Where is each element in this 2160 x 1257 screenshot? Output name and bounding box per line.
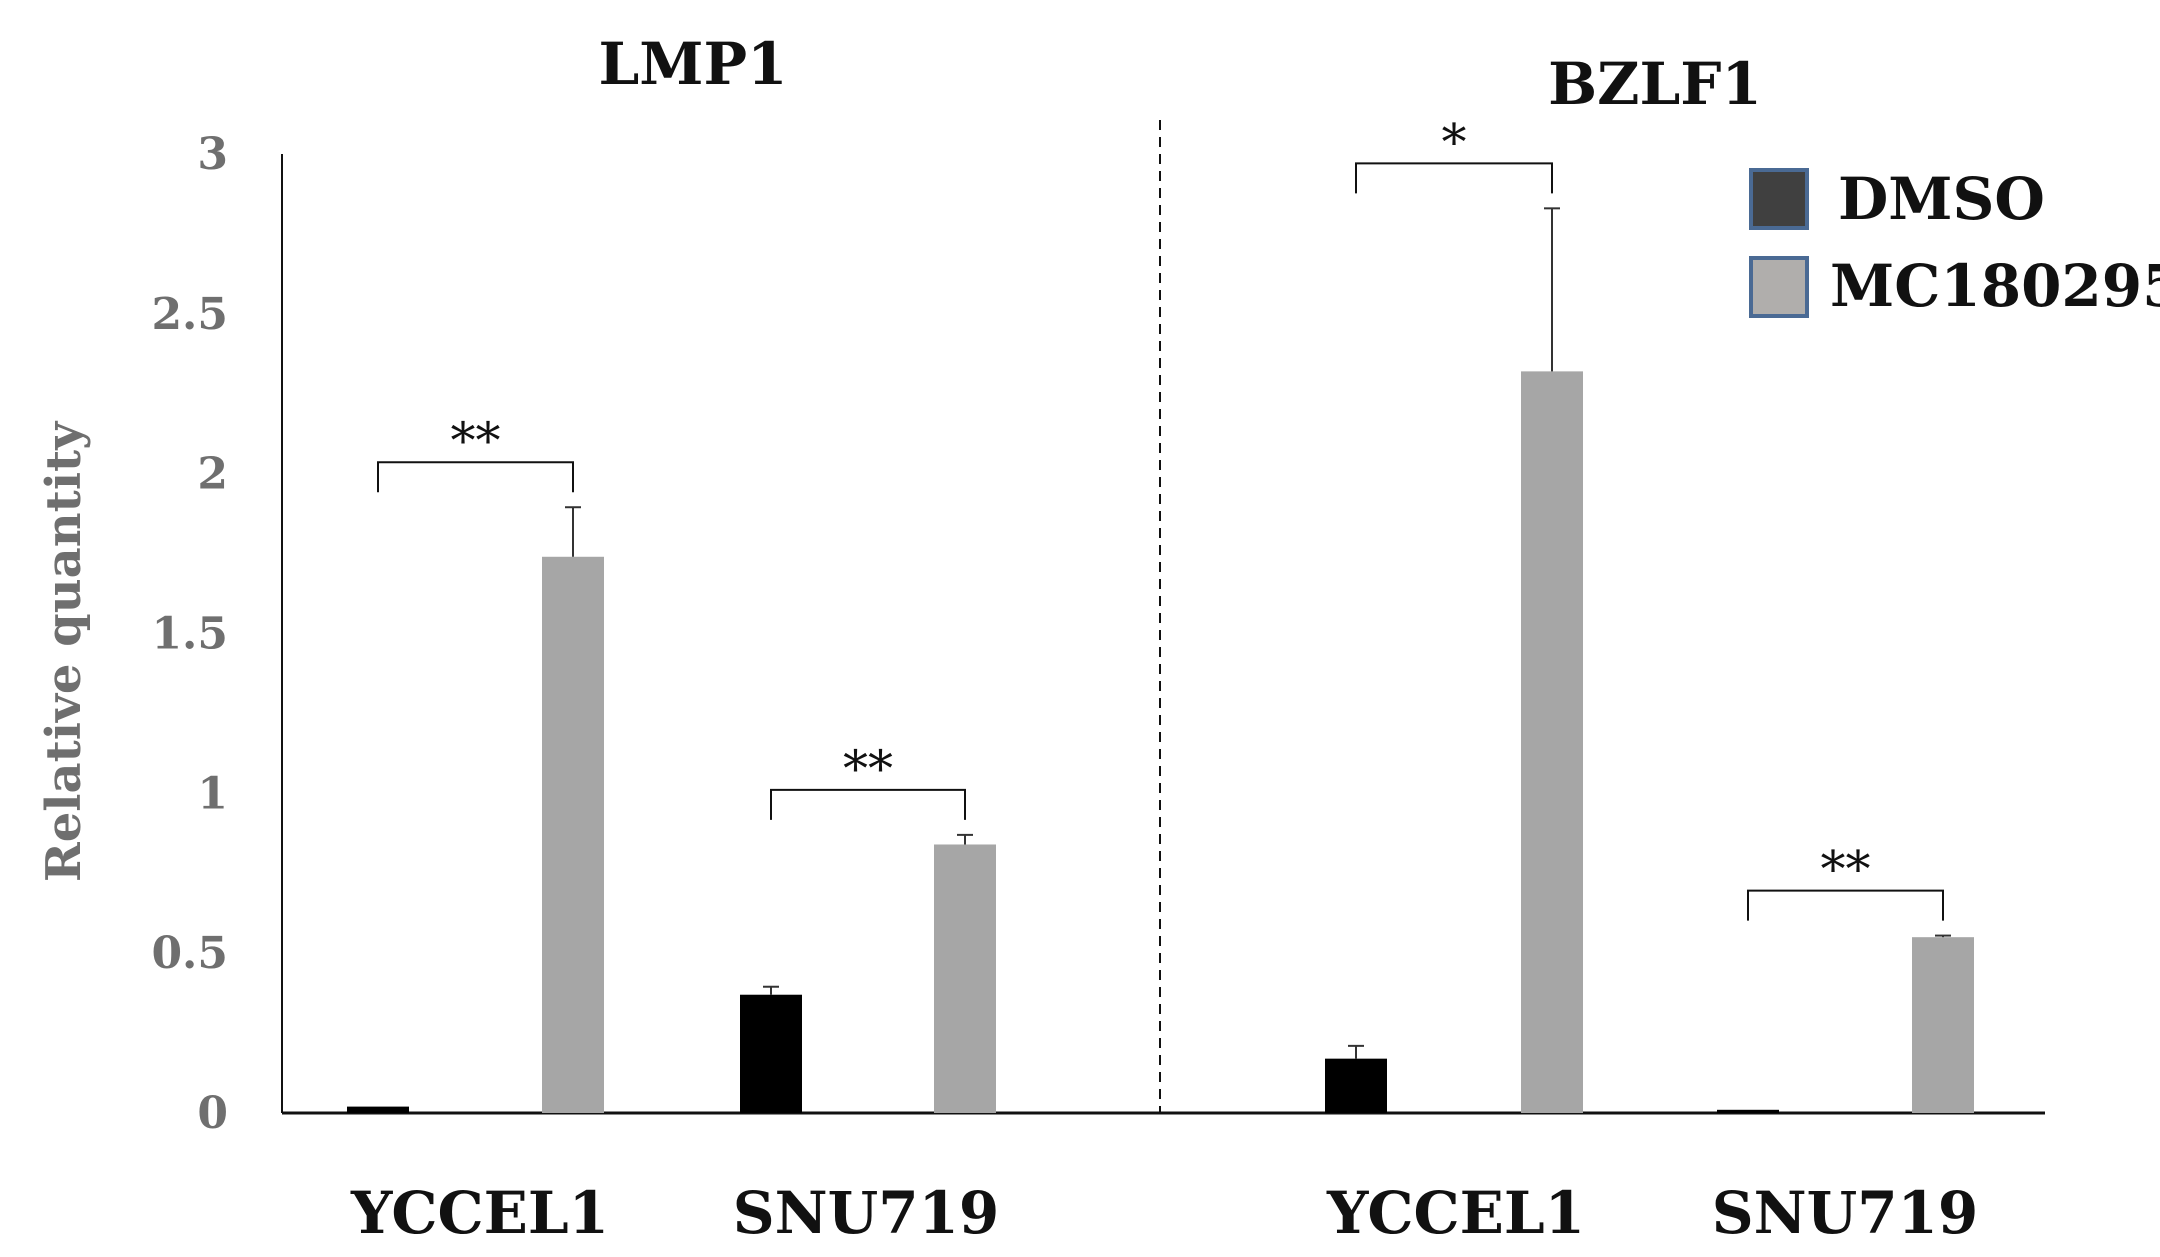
panel-title-lmp1: LMP1: [599, 30, 788, 98]
bar-bzlf1-snu719-dmso: [1717, 1109, 1779, 1113]
significance-label: *: [1442, 113, 1467, 171]
y-tick-label: 1: [197, 768, 228, 819]
y-tick-label: 0.5: [151, 928, 228, 979]
y-axis-label: Relative quantity: [36, 420, 92, 882]
legend-label-mc180295: MC180295: [1830, 252, 2160, 320]
significance-bracket: [770, 788, 966, 820]
bar-lmp1-snu719-mc180295: [934, 844, 996, 1113]
significance-bracket: [1355, 162, 1553, 194]
category-label: YCCEL1: [350, 1179, 609, 1247]
legend-label-dmso: DMSO: [1838, 165, 2045, 233]
y-tick-label: 2.5: [151, 289, 228, 340]
significance-label: **: [843, 740, 893, 798]
bar-lmp1-yccel1-mc180295: [542, 556, 604, 1113]
significance-bracket: [1747, 889, 1944, 921]
bar-bzlf1-yccel1-mc180295: [1521, 371, 1583, 1114]
bars: [347, 162, 1974, 1114]
y-tick-label: 3: [197, 129, 228, 180]
legend-swatch-mc180295: [1749, 256, 1809, 318]
bar-bzlf1-yccel1-dmso: [1325, 1058, 1387, 1113]
y-tick-label: 1.5: [151, 609, 228, 660]
bar-lmp1-yccel1-dmso: [347, 1106, 409, 1113]
bar-lmp1-snu719-dmso: [740, 994, 802, 1113]
category-label: YCCEL1: [1326, 1179, 1585, 1247]
bar-bzlf1-snu719-mc180295: [1912, 937, 1974, 1113]
panel-title-bzlf1: BZLF1: [1548, 50, 1762, 118]
significance-bracket: [377, 461, 574, 493]
significance-label: **: [1821, 841, 1871, 899]
labels: 0 0.5 1 1.5 2 2.5 3 YCCEL1 ** SNU719 ** YCCEL1 * SNU7…: [151, 113, 1978, 1247]
legend: DMSO MC180295: [1749, 165, 2160, 320]
significance-label: **: [451, 412, 501, 470]
legend-swatch-dmso: [1749, 168, 1809, 230]
y-tick-label: 0: [197, 1088, 228, 1139]
category-label: SNU719: [733, 1179, 1000, 1247]
category-label: SNU719: [1712, 1179, 1979, 1247]
y-tick-label: 2: [197, 449, 228, 500]
